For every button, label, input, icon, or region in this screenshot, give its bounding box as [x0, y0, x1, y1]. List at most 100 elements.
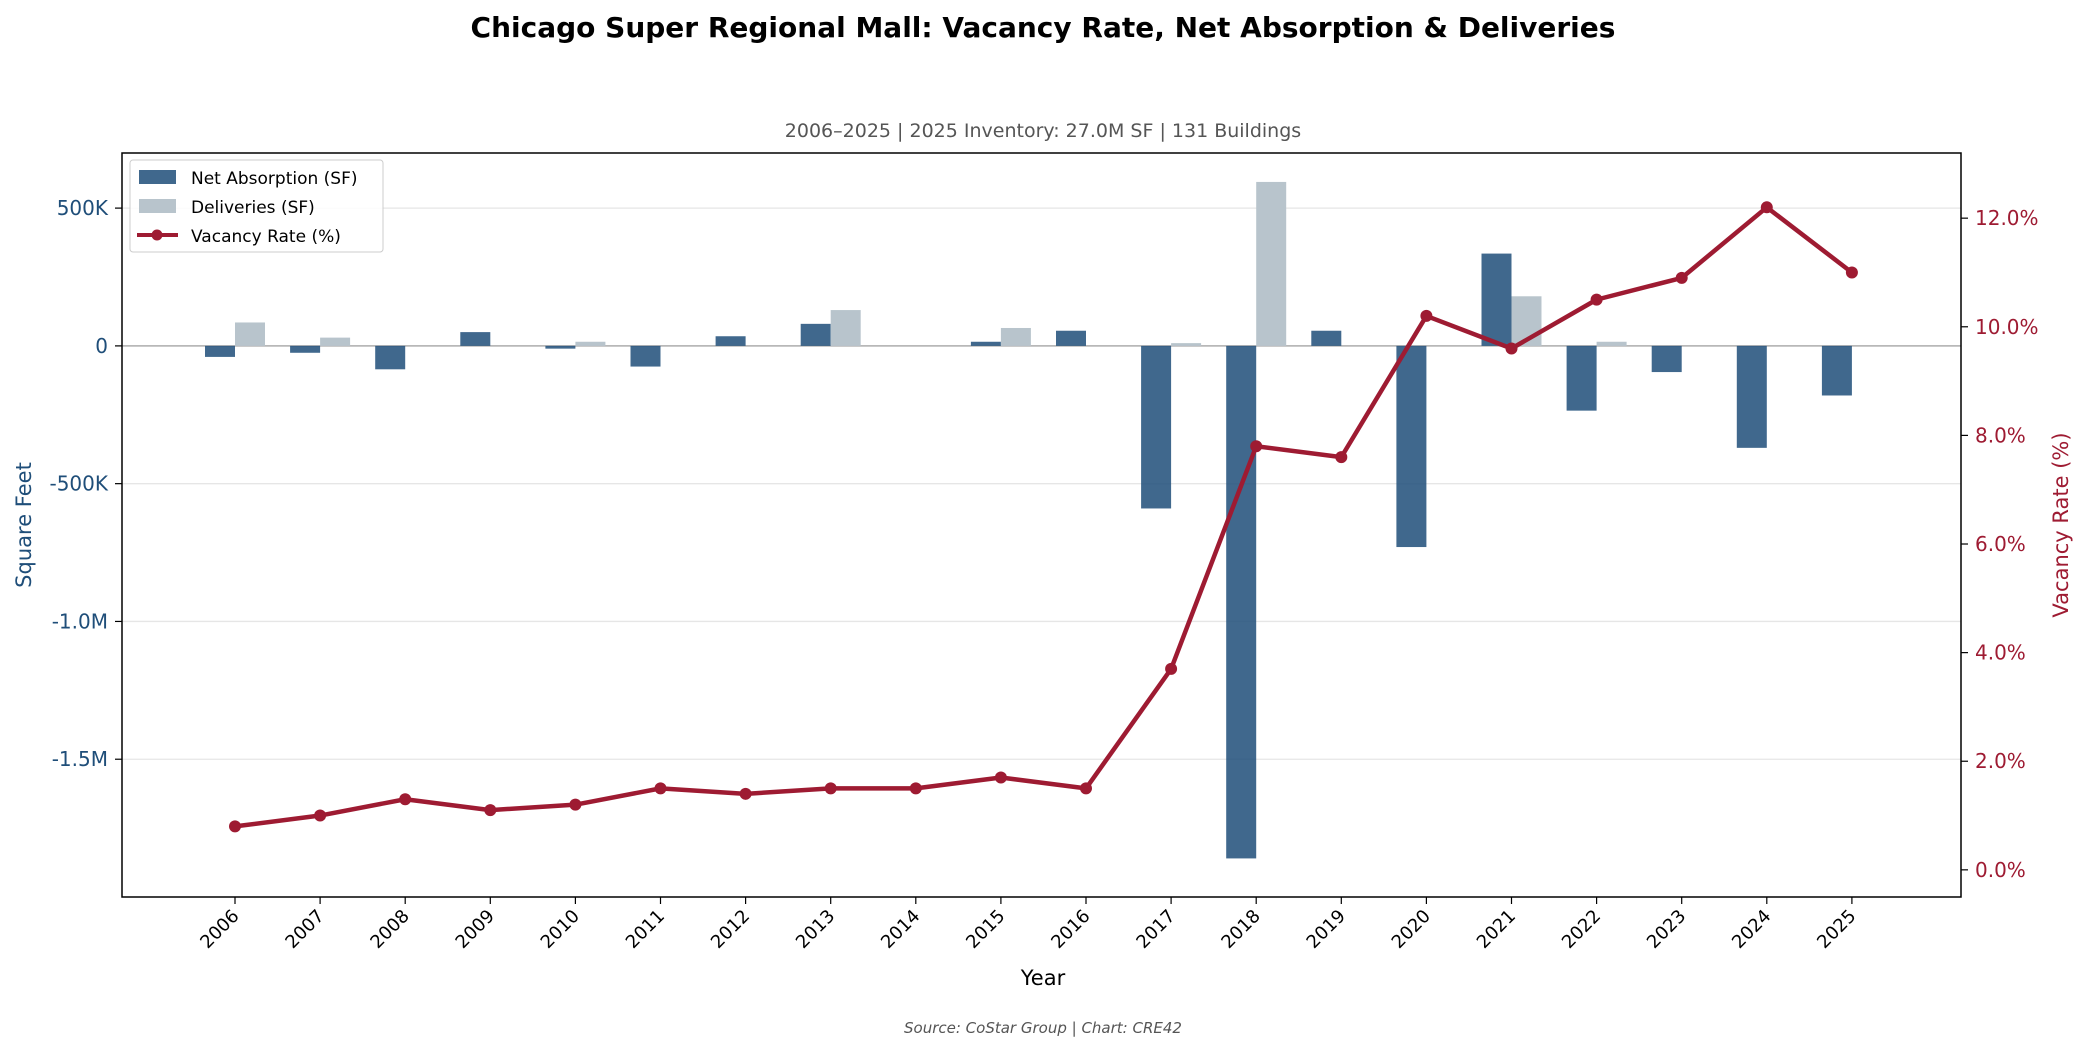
x-tick-label-2017: 2017: [1132, 906, 1179, 953]
left-tick-label-1-0m: -1.0M: [52, 609, 108, 633]
x-tick-label-2019: 2019: [1303, 906, 1350, 953]
bar-net-absorption-2008: [375, 345, 406, 370]
plot-frame: [121, 152, 1962, 898]
vacancy-point-2024: [1760, 201, 1773, 214]
bars: [205, 181, 1852, 859]
legend: Net Absorption (SF) Deliveries (SF) Vaca…: [129, 159, 384, 253]
chart-subtitle: 2006–2025 | 2025 Inventory: 27.0M SF | 1…: [785, 120, 1301, 142]
x-tick-label-2009: 2009: [452, 906, 499, 953]
grid: [122, 207, 1961, 760]
vacancy-point-2008: [399, 793, 412, 806]
bar-net-absorption-2020: [1396, 345, 1427, 548]
bar-net-absorption-2018: [1226, 345, 1257, 859]
x-tick-label-2011: 2011: [622, 906, 669, 953]
x-tick-label-2025: 2025: [1813, 906, 1860, 953]
legend-swatch-deliveries: [139, 199, 176, 213]
vacancy-point-2015: [994, 771, 1007, 784]
vacancy-point-2009: [484, 804, 497, 817]
bar-net-absorption-2010: [545, 345, 576, 349]
bar-net-absorption-2009: [460, 332, 491, 346]
legend-label-net-absorption: Net Absorption (SF): [191, 169, 358, 189]
left-y-axis: 500K 0 -500K -1.0M -1.5M: [49, 196, 122, 771]
left-tick-label-1-5m: -1.5M: [52, 747, 108, 771]
legend-label-deliveries: Deliveries (SF): [191, 198, 315, 218]
bar-net-absorption-2021: [1481, 253, 1512, 346]
vacancy-point-2019: [1335, 451, 1348, 464]
left-tick-label-500k: -500K: [49, 472, 108, 496]
bar-deliveries-2007: [320, 337, 351, 346]
bar-net-absorption-2011: [630, 345, 661, 367]
bar-net-absorption-2013: [800, 323, 831, 346]
vacancy-point-2016: [1080, 782, 1092, 795]
right-tick-label-4-0: 4.0%: [1975, 641, 2026, 665]
x-tick-label-2007: 2007: [281, 906, 328, 953]
x-tick-label-2013: 2013: [792, 906, 839, 953]
vacancy-rate-line: [234, 205, 1854, 829]
bar-deliveries-2015: [1000, 327, 1031, 346]
source-note: Source: CoStar Group | Chart: CRE42: [904, 1019, 1182, 1037]
bar-deliveries-2017: [1171, 343, 1202, 346]
bar-net-absorption-2006: [205, 345, 235, 357]
legend-swatch-net-absorption: [139, 170, 176, 184]
bar-deliveries-2018: [1256, 181, 1287, 346]
bar-deliveries-2010: [575, 341, 606, 346]
vacancy-point-2013: [824, 782, 837, 795]
right-y-axis-label: Vacancy Rate (%): [2049, 432, 2073, 617]
left-tick-label-500k: 500K: [57, 196, 109, 220]
x-tick-label-2008: 2008: [366, 906, 413, 953]
vacancy-point-2011: [654, 782, 667, 795]
vacancy-point-2010: [569, 798, 582, 811]
bar-net-absorption-2007: [290, 345, 321, 353]
left-y-axis-label: Square Feet: [12, 462, 36, 588]
x-axis: 2006 2007 2008 2009 2010 2011 2012 2013 2014 2015…: [196, 897, 1860, 953]
bar-deliveries-2013: [830, 310, 861, 346]
vacancy-line: [229, 201, 1858, 833]
vacancy-point-2006: [229, 820, 241, 833]
bar-net-absorption-2022: [1566, 345, 1597, 411]
bar-deliveries-2006: [235, 322, 265, 346]
vacancy-point-2023: [1675, 271, 1688, 284]
x-tick-label-2014: 2014: [877, 906, 924, 953]
x-tick-label-2006: 2006: [196, 906, 243, 953]
x-tick-label-2012: 2012: [707, 906, 754, 953]
bar-net-absorption-2023: [1651, 345, 1682, 373]
bar-net-absorption-2012: [715, 336, 746, 346]
left-tick-label-0: 0: [95, 334, 108, 358]
bar-net-absorption-2019: [1311, 330, 1342, 346]
x-tick-label-2022: 2022: [1558, 906, 1605, 953]
x-tick-label-2018: 2018: [1217, 906, 1264, 953]
vacancy-point-2014: [909, 782, 922, 795]
x-tick-label-2024: 2024: [1728, 906, 1775, 953]
bar-net-absorption-2015: [970, 341, 1001, 346]
right-y-axis: 0.0% 2.0% 4.0% 6.0% 8.0% 10.0% 12.0%: [1961, 206, 2039, 882]
x-tick-label-2015: 2015: [962, 906, 1009, 953]
right-tick-label-12-0: 12.0%: [1975, 206, 2039, 230]
vacancy-point-2020: [1420, 309, 1433, 322]
vacancy-point-2007: [314, 809, 327, 822]
legend-box: [129, 159, 384, 253]
x-tick-label-2021: 2021: [1473, 906, 1520, 953]
bar-net-absorption-2025: [1821, 345, 1852, 396]
vacancy-point-2022: [1590, 293, 1603, 306]
vacancy-point-2018: [1250, 440, 1263, 453]
legend-label-vacancy-rate: Vacancy Rate (%): [191, 227, 341, 247]
vacancy-point-2021: [1505, 342, 1518, 355]
bar-net-absorption-2024: [1736, 345, 1767, 448]
right-tick-label-2-0: 2.0%: [1975, 749, 2026, 773]
vacancy-point-2025: [1845, 266, 1858, 279]
x-tick-label-2010: 2010: [537, 906, 584, 953]
right-tick-label-6-0: 6.0%: [1975, 532, 2026, 556]
bar-deliveries-2022: [1596, 341, 1627, 346]
bar-net-absorption-2017: [1141, 345, 1172, 509]
right-tick-label-8-0: 8.0%: [1975, 423, 2026, 447]
vacancy-point-2017: [1165, 662, 1178, 675]
vacancy-point-2012: [739, 787, 752, 800]
right-tick-label-0-0: 0.0%: [1975, 858, 2026, 882]
bar-net-absorption-2016: [1056, 330, 1086, 346]
x-axis-label: Year: [1020, 966, 1066, 990]
x-tick-label-2023: 2023: [1643, 906, 1690, 953]
x-tick-label-2020: 2020: [1388, 906, 1435, 953]
chart-title: Chicago Super Regional Mall: Vacancy Rat…: [471, 11, 1616, 44]
x-tick-label-2016: 2016: [1047, 906, 1094, 953]
